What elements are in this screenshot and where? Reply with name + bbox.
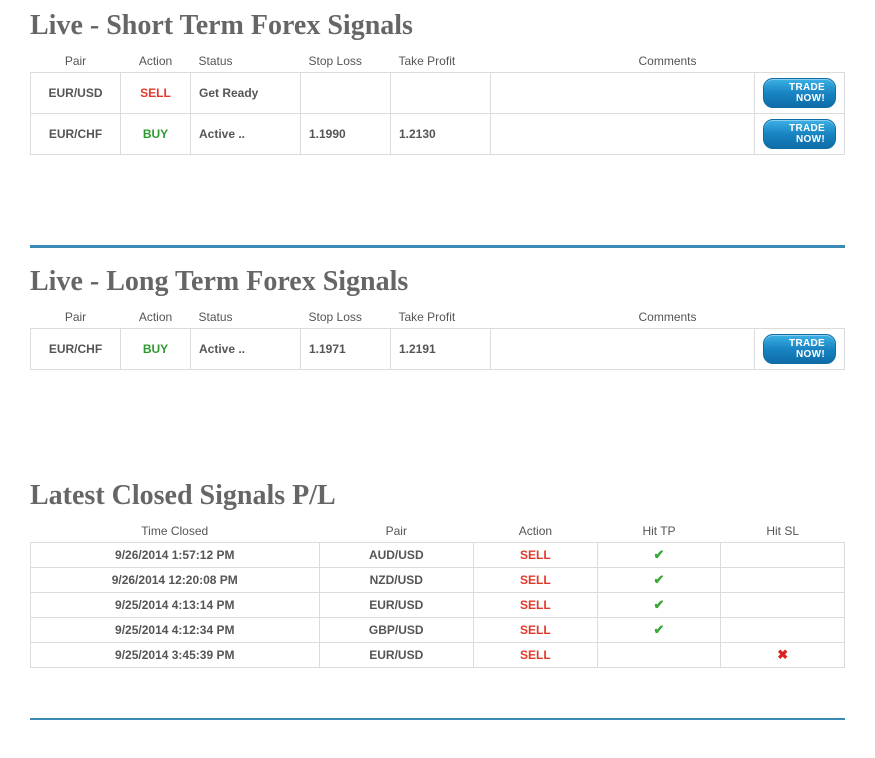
long-header-comments: Comments <box>491 306 845 329</box>
cell-hit-tp: ✔ <box>597 568 721 593</box>
closed-header-hit-sl: Hit SL <box>721 520 845 543</box>
cell-action: SELL <box>474 593 598 618</box>
cell-pair: NZD/USD <box>319 568 474 593</box>
cell-hit-sl: ✖ <box>721 643 845 668</box>
table-row: EUR/CHFBUYActive ..1.19711.2191 TRADE NOW… <box>31 329 845 370</box>
cell-comments <box>491 114 755 155</box>
short-tbody: EUR/USDSELLGet ReadyTRADE NOW!EUR/CHFBUY… <box>31 73 845 155</box>
cell-time-closed: 9/25/2014 3:45:39 PM <box>31 643 320 668</box>
cell-comments <box>491 329 755 370</box>
closed-header-time: Time Closed <box>31 520 320 543</box>
closed-table: Time Closed Pair Action Hit TP Hit SL 9/… <box>30 520 845 668</box>
cell-action: SELL <box>474 643 598 668</box>
cell-time-closed: 9/26/2014 1:57:12 PM <box>31 543 320 568</box>
cell-hit-sl <box>721 543 845 568</box>
short-header-row: Pair Action Status Stop Loss Take Profit… <box>31 50 845 73</box>
cell-pair: AUD/USD <box>319 543 474 568</box>
check-icon: ✔ <box>654 597 665 612</box>
check-icon: ✔ <box>654 547 665 562</box>
cell-hit-sl <box>721 618 845 643</box>
cell-status: Get Ready <box>191 73 301 114</box>
long-title: Live - Long Term Forex Signals <box>30 266 845 298</box>
cell-action: SELL <box>474 543 598 568</box>
closed-header-row: Time Closed Pair Action Hit TP Hit SL <box>31 520 845 543</box>
long-table: Pair Action Status Stop Loss Take Profit… <box>30 306 845 370</box>
table-row: 9/26/2014 12:20:08 PMNZD/USDSELL ✔ <box>31 568 845 593</box>
cell-hit-tp: ✔ <box>597 543 721 568</box>
cell-pair: EUR/USD <box>31 73 121 114</box>
cell-pair: EUR/CHF <box>31 114 121 155</box>
divider-2 <box>30 718 845 720</box>
short-header-status: Status <box>191 50 301 73</box>
cell-hit-tp: ✔ <box>597 593 721 618</box>
divider-1 <box>30 245 845 248</box>
short-header-comments: Comments <box>491 50 845 73</box>
long-tbody: EUR/CHFBUYActive ..1.19711.2191 TRADE NOW… <box>31 329 845 370</box>
cell-pair: EUR/USD <box>319 643 474 668</box>
short-header-tp: Take Profit <box>391 50 491 73</box>
short-header-action: Action <box>121 50 191 73</box>
closed-header-action: Action <box>474 520 598 543</box>
closed-header-pair: Pair <box>319 520 474 543</box>
table-row: EUR/CHFBUYActive ..1.19901.2130 TRADE NOW… <box>31 114 845 155</box>
cell-action: SELL <box>474 618 598 643</box>
cell-stop-loss <box>301 73 391 114</box>
closed-title: Latest Closed Signals P/L <box>30 480 845 512</box>
long-header-status: Status <box>191 306 301 329</box>
trade-now-button[interactable]: TRADE NOW! <box>763 334 836 364</box>
cell-pair: EUR/CHF <box>31 329 121 370</box>
cross-icon: ✖ <box>777 647 788 662</box>
cell-trade-btn: TRADE NOW! <box>755 73 845 114</box>
short-header-pair: Pair <box>31 50 121 73</box>
cell-stop-loss: 1.1990 <box>301 114 391 155</box>
cell-comments <box>491 73 755 114</box>
cell-take-profit: 1.2130 <box>391 114 491 155</box>
closed-header-hit-tp: Hit TP <box>597 520 721 543</box>
long-header-sl: Stop Loss <box>301 306 391 329</box>
table-row: 9/25/2014 4:13:14 PMEUR/USDSELL ✔ <box>31 593 845 618</box>
long-header-action: Action <box>121 306 191 329</box>
short-title: Live - Short Term Forex Signals <box>30 10 845 42</box>
page-container: Live - Short Term Forex Signals Pair Act… <box>0 10 875 758</box>
table-row: EUR/USDSELLGet Ready TRADE NOW! <box>31 73 845 114</box>
cell-time-closed: 9/26/2014 12:20:08 PM <box>31 568 320 593</box>
cell-time-closed: 9/25/2014 4:13:14 PM <box>31 593 320 618</box>
cell-take-profit <box>391 73 491 114</box>
cell-action: SELL <box>474 568 598 593</box>
table-row: 9/25/2014 4:12:34 PMGBP/USDSELL ✔ <box>31 618 845 643</box>
long-header-tp: Take Profit <box>391 306 491 329</box>
cell-status: Active .. <box>191 329 301 370</box>
cell-action: BUY <box>121 329 191 370</box>
cell-trade-btn: TRADE NOW! <box>755 329 845 370</box>
cell-hit-tp: ✔ <box>597 618 721 643</box>
short-header-sl: Stop Loss <box>301 50 391 73</box>
cell-stop-loss: 1.1971 <box>301 329 391 370</box>
long-header-row: Pair Action Status Stop Loss Take Profit… <box>31 306 845 329</box>
short-table: Pair Action Status Stop Loss Take Profit… <box>30 50 845 155</box>
cell-hit-sl <box>721 568 845 593</box>
cell-hit-tp <box>597 643 721 668</box>
cell-pair: GBP/USD <box>319 618 474 643</box>
cell-action: SELL <box>121 73 191 114</box>
cell-hit-sl <box>721 593 845 618</box>
trade-now-button[interactable]: TRADE NOW! <box>763 119 836 149</box>
trade-now-button[interactable]: TRADE NOW! <box>763 78 836 108</box>
cell-trade-btn: TRADE NOW! <box>755 114 845 155</box>
cell-status: Active .. <box>191 114 301 155</box>
long-header-pair: Pair <box>31 306 121 329</box>
check-icon: ✔ <box>654 572 665 587</box>
cell-take-profit: 1.2191 <box>391 329 491 370</box>
check-icon: ✔ <box>654 622 665 637</box>
table-row: 9/26/2014 1:57:12 PMAUD/USDSELL ✔ <box>31 543 845 568</box>
cell-pair: EUR/USD <box>319 593 474 618</box>
table-row: 9/25/2014 3:45:39 PMEUR/USDSELL ✖ <box>31 643 845 668</box>
cell-action: BUY <box>121 114 191 155</box>
cell-time-closed: 9/25/2014 4:12:34 PM <box>31 618 320 643</box>
closed-tbody: 9/26/2014 1:57:12 PMAUD/USDSELL✔9/26/201… <box>31 543 845 668</box>
